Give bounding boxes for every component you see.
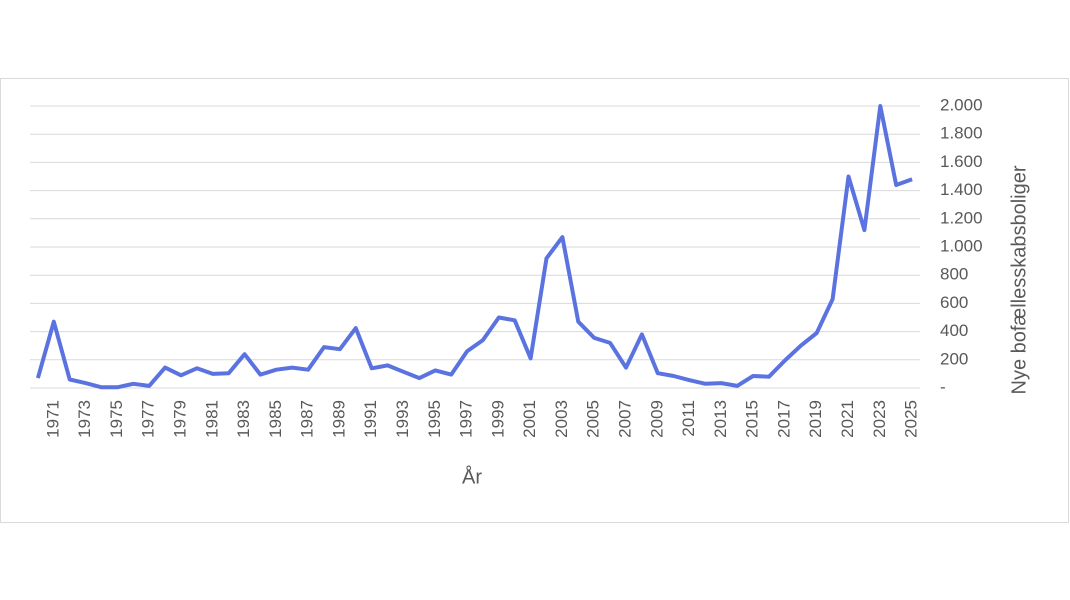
y-tick-label: 1.800 (940, 124, 983, 143)
x-tick-label: 2011 (679, 400, 698, 437)
y-tick-label: 1.600 (940, 152, 983, 171)
x-tick-label: 1991 (361, 400, 380, 438)
x-tick-label: 1985 (266, 400, 285, 438)
chart-frame (0, 78, 1069, 523)
x-tick-label: 2001 (520, 400, 539, 438)
x-tick-label: 1973 (75, 400, 94, 438)
x-tick-label: 1999 (488, 400, 507, 438)
y-tick-label: 1.200 (940, 208, 983, 227)
x-tick-label: 1987 (298, 400, 317, 438)
y-tick-label: 400 (940, 321, 968, 340)
x-axis-title: År (462, 465, 482, 488)
x-tick-label: 1993 (393, 400, 412, 438)
y-tick-label: 200 (940, 349, 968, 368)
x-tick-label: 2019 (806, 400, 825, 438)
x-tick-label: 2015 (743, 400, 762, 438)
x-tick-label: 1981 (202, 400, 221, 438)
x-tick-label: 2023 (870, 400, 889, 438)
y-tick-label: 1.000 (940, 236, 983, 255)
y-tick-label: 2.000 (940, 95, 983, 114)
x-tick-label: 2003 (552, 400, 571, 438)
y-tick-label: 800 (940, 265, 968, 284)
x-tick-label: 1975 (107, 400, 126, 438)
x-tick-label: 2025 (902, 400, 921, 438)
y-tick-label: 1.400 (940, 180, 983, 199)
line (35, 104, 913, 390)
x-tick-label: 2007 (615, 400, 634, 438)
y-tick-label: - (940, 377, 946, 396)
x-tick-label: 1995 (425, 400, 444, 438)
x-tick-label: 1971 (43, 400, 62, 438)
x-tick-label: 1989 (329, 400, 348, 438)
x-tick-label: 1979 (170, 400, 189, 438)
x-tick-label: 1983 (234, 400, 253, 438)
x-tick-label: 1997 (457, 400, 476, 438)
x-tick-label: 2005 (584, 400, 603, 438)
y-axis-title: Nye bofællesskabsboliger (1008, 165, 1030, 394)
x-tick-label: 1977 (139, 400, 158, 438)
x-tick-label: 2017 (774, 400, 793, 438)
x-tick-label: 2021 (838, 400, 857, 438)
y-tick-label: 600 (940, 293, 968, 312)
x-tick-label: 2013 (711, 400, 730, 438)
x-tick-label: 2009 (647, 400, 666, 438)
